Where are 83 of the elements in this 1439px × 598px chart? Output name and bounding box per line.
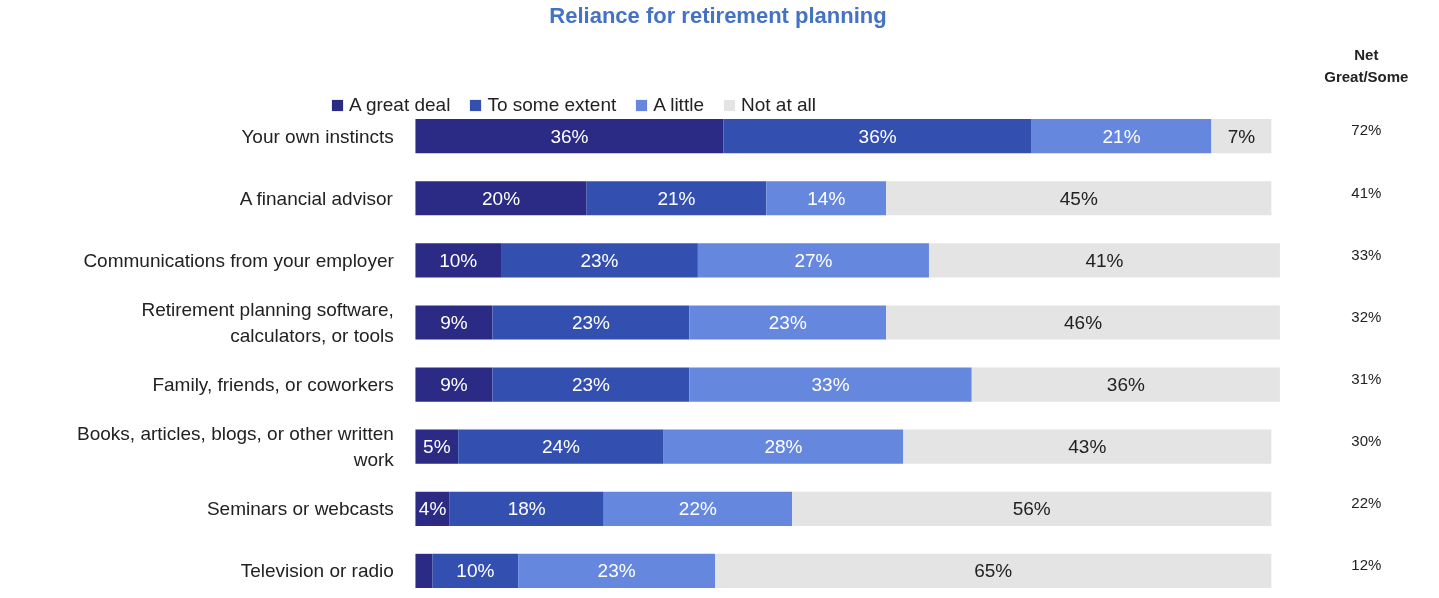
data-label: 36% xyxy=(858,125,897,147)
bar xyxy=(458,429,664,464)
bar xyxy=(415,119,724,154)
bar xyxy=(928,243,1280,278)
bar xyxy=(792,491,1272,526)
bar xyxy=(1031,119,1212,154)
data-label: 24% xyxy=(541,436,581,458)
data-label: 23% xyxy=(571,311,611,333)
y-tick-label: Seminars or webcasts xyxy=(206,498,394,520)
data-label: 21% xyxy=(657,187,696,209)
bar xyxy=(1211,119,1272,154)
bar xyxy=(663,429,904,464)
legend-label: To some extent xyxy=(487,94,617,116)
bar xyxy=(903,429,1272,464)
bar xyxy=(603,491,793,526)
chart-title: Reliance for retirement planning xyxy=(549,2,887,28)
legend-label: A great deal xyxy=(349,94,451,116)
bar xyxy=(766,181,887,216)
bar xyxy=(689,367,972,402)
data-label: 23% xyxy=(768,311,807,333)
data-label: 22% xyxy=(678,498,718,520)
data-label: 56% xyxy=(1012,498,1051,520)
data-label: 43% xyxy=(1068,436,1107,458)
text: 33% xyxy=(1351,245,1382,263)
bar xyxy=(492,305,690,340)
bar xyxy=(501,243,698,278)
bar xyxy=(432,553,519,588)
text: 41% xyxy=(1351,183,1382,201)
text: 22% xyxy=(1351,494,1382,512)
text: 31% xyxy=(1351,369,1382,387)
bar xyxy=(886,305,1280,340)
legend-label: Not at all xyxy=(740,94,816,116)
data-label: 21% xyxy=(1102,125,1141,147)
text: 30% xyxy=(1351,431,1382,449)
text: 72% xyxy=(1351,121,1382,139)
legend-label: A little xyxy=(653,94,704,116)
bar xyxy=(886,181,1272,216)
data-label: 9% xyxy=(440,311,468,333)
data-label: 10% xyxy=(439,249,478,271)
data-label: 36% xyxy=(550,125,589,147)
data-label: 7% xyxy=(1227,125,1256,147)
data-label: 45% xyxy=(1059,187,1098,209)
bar xyxy=(415,305,493,340)
bar xyxy=(415,181,587,216)
data-label: 10% xyxy=(456,560,495,582)
data-label: 23% xyxy=(597,560,636,582)
data-label: 36% xyxy=(1106,374,1145,396)
bar xyxy=(492,367,690,402)
data-label: 18% xyxy=(507,498,546,520)
data-label: 28% xyxy=(764,436,803,458)
bar xyxy=(586,181,767,216)
data-label: 14% xyxy=(807,187,846,209)
bar xyxy=(415,367,493,402)
data-label: 41% xyxy=(1085,249,1124,271)
bar xyxy=(518,553,715,588)
y-tick-label: Your own instincts xyxy=(241,125,394,147)
y-tick-label: Books, articles, blogs, or other written work xyxy=(77,423,395,471)
y-tick-label: Retirement planning software, calculators, or tools xyxy=(141,298,394,347)
data-label: 9% xyxy=(440,374,468,396)
data-label: 23% xyxy=(571,374,611,396)
y-tick-label: Television or radio xyxy=(240,560,394,582)
data-label: 27% xyxy=(794,249,833,271)
data-label: 65% xyxy=(974,560,1013,582)
text: 32% xyxy=(1351,307,1382,325)
bar xyxy=(449,491,604,526)
bar xyxy=(715,553,1272,588)
y-tick-label: Family, friends, or coworkers xyxy=(152,374,394,396)
text: 12% xyxy=(1351,556,1382,574)
bar xyxy=(697,243,929,278)
data-label: 20% xyxy=(482,187,521,209)
data-label: 5% xyxy=(423,436,451,458)
y-tick-label: A financial advisor xyxy=(239,187,394,209)
text: Net Great/Some xyxy=(1324,46,1409,86)
bar xyxy=(415,243,502,278)
data-label: 23% xyxy=(580,249,619,271)
data-label: 4% xyxy=(418,498,447,520)
bar xyxy=(689,305,887,340)
bar xyxy=(415,553,433,588)
data-label: 33% xyxy=(811,374,850,396)
bar xyxy=(971,367,1280,402)
data-label: 46% xyxy=(1064,311,1103,333)
bar xyxy=(723,119,1032,154)
y-tick-label: Communications from your employer xyxy=(83,249,395,271)
